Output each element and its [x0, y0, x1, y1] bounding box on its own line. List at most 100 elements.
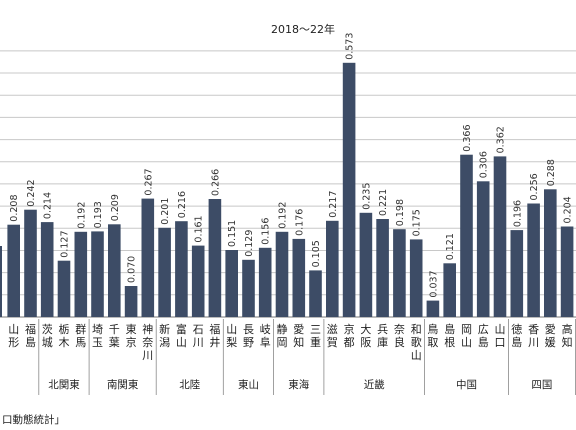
bar — [158, 228, 171, 317]
region-label: 東山 — [238, 378, 259, 391]
bar — [376, 219, 389, 317]
bar — [427, 301, 440, 317]
category-label: 千葉 — [109, 323, 120, 349]
category-label: 山梨 — [226, 323, 237, 349]
value-label: 0.221 — [378, 189, 389, 216]
value-label: 0.129 — [244, 230, 255, 257]
bar — [293, 239, 306, 317]
value-label: 0.070 — [127, 256, 138, 283]
bar — [309, 270, 322, 317]
bar — [75, 232, 88, 317]
bar — [410, 239, 423, 317]
category-label: 富山 — [176, 322, 187, 349]
value-label: 0.127 — [60, 230, 71, 257]
category-label: 愛媛 — [545, 323, 556, 349]
category-label: 東京 — [126, 323, 137, 349]
value-label: 0.201 — [160, 198, 171, 225]
category-labels-group: 山形福島茨城栃木群馬埼玉千葉東京神奈川新潟富山石川福井山梨長野岐阜静岡愛知三重滋… — [8, 322, 572, 362]
value-label: 0.156 — [261, 218, 272, 245]
bar — [544, 189, 557, 317]
chart-title: 2018～22年 — [271, 22, 335, 36]
bar — [91, 231, 104, 317]
value-label: 0.242 — [26, 179, 37, 206]
bar — [242, 260, 255, 317]
bar — [527, 204, 540, 318]
bar — [360, 213, 373, 317]
category-label: 島根 — [444, 322, 455, 349]
category-label: 新潟 — [159, 322, 170, 349]
bars-group — [0, 63, 573, 317]
category-label: 岐阜 — [260, 323, 271, 349]
bar-partial — [0, 246, 2, 317]
category-label: 鳥取 — [427, 322, 438, 349]
bar — [142, 199, 155, 317]
category-label: 福島 — [25, 322, 36, 349]
region-label: 北陸 — [179, 378, 200, 391]
value-label: 0.267 — [143, 168, 154, 195]
value-label: 0.208 — [9, 194, 20, 221]
bar — [209, 199, 222, 317]
category-label: 高知 — [562, 322, 573, 349]
bar — [460, 155, 473, 317]
bar — [192, 246, 205, 317]
value-label: 0.176 — [294, 209, 305, 236]
category-label: 岡山 — [461, 323, 472, 349]
value-label: 0.214 — [43, 192, 54, 219]
value-label: 0.235 — [361, 183, 372, 210]
category-label: 徳島 — [511, 323, 522, 349]
value-label: 0.105 — [311, 240, 322, 267]
value-label: 0.209 — [110, 194, 121, 221]
bar — [225, 250, 238, 317]
bar — [494, 156, 507, 317]
category-label: 石川 — [193, 323, 204, 349]
category-label: 神奈川 — [142, 322, 153, 362]
bar — [58, 261, 71, 317]
category-label: 長野 — [243, 323, 254, 349]
category-label: 山口 — [495, 323, 506, 349]
category-label: 三重 — [310, 323, 321, 349]
value-label: 0.366 — [462, 124, 473, 151]
value-label: 0.192 — [76, 202, 87, 229]
region-label: 四国 — [531, 379, 552, 391]
bar — [7, 225, 20, 317]
value-label: 0.216 — [177, 191, 188, 218]
bar — [125, 286, 138, 317]
category-label: 愛知 — [293, 323, 304, 349]
value-label: 0.573 — [345, 33, 356, 60]
bar — [511, 230, 524, 317]
bar — [477, 181, 490, 317]
value-label: 0.266 — [210, 169, 221, 196]
bar — [561, 227, 574, 318]
category-label: 山形 — [8, 323, 19, 349]
category-label: 埼玉 — [92, 322, 103, 349]
region-label: 東海 — [288, 378, 309, 391]
value-label: 0.306 — [479, 151, 490, 178]
category-label: 栃木 — [59, 322, 70, 349]
region-label: 南関東 — [107, 378, 139, 391]
region-label: 近畿 — [364, 378, 385, 391]
category-label: 和歌山 — [411, 323, 422, 362]
value-label: 0.196 — [512, 200, 523, 227]
bar — [41, 222, 54, 317]
bar — [108, 224, 121, 317]
region-label: 中国 — [456, 378, 477, 391]
value-label: 0.037 — [428, 270, 439, 297]
category-label: 大阪 — [360, 322, 371, 349]
category-label: 兵庫 — [377, 323, 388, 349]
value-label: 0.362 — [496, 126, 507, 153]
value-label: 0.217 — [328, 191, 339, 218]
bar — [259, 248, 272, 317]
category-label: 群馬 — [75, 322, 86, 349]
value-label: 0.204 — [563, 196, 574, 223]
bar — [343, 63, 356, 317]
value-label: 0.193 — [93, 201, 104, 228]
value-label: 0.198 — [395, 199, 406, 226]
category-label: 広島 — [478, 323, 489, 349]
category-label: 奈良 — [394, 322, 405, 349]
bar — [443, 263, 456, 317]
category-label: 香川 — [528, 323, 539, 349]
value-label: 0.161 — [194, 215, 205, 242]
bar — [393, 229, 406, 317]
category-label: 茨城 — [42, 322, 53, 349]
